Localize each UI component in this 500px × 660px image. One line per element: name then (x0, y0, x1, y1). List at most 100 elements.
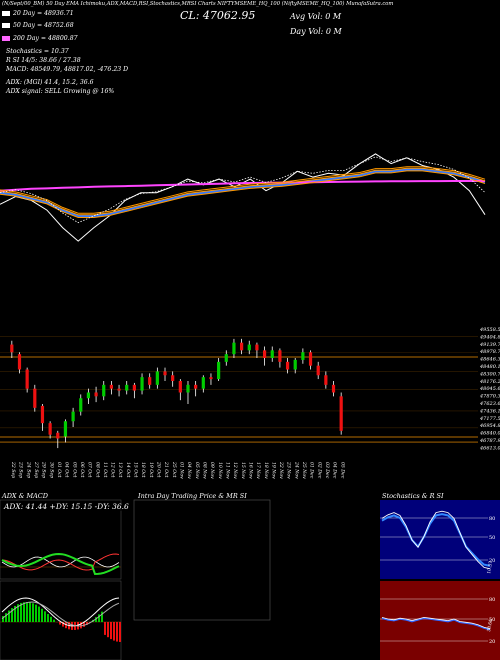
x-tick-label: 01 Nov (179, 462, 185, 479)
y-tick-label: 48978.73 (479, 349, 500, 355)
stoch-d-line (381, 513, 491, 567)
candle-body (209, 377, 213, 380)
macd-histogram-bar (14, 605, 16, 622)
x-tick-label: 29 Sep (41, 461, 47, 478)
x-tick-label: 14 Oct (125, 462, 131, 478)
x-tick-label: 18 Nov (263, 462, 269, 479)
adx-panel-title: ADX & MACD (2, 492, 48, 500)
macd-histogram-bar (59, 622, 61, 625)
x-tick-label: 05 Oct (71, 462, 77, 478)
x-tick-label: 25 Oct (171, 461, 177, 478)
candle-body (40, 405, 45, 424)
legend-50-day: 50 Day = 48752.68 (2, 22, 74, 29)
x-tick-label: 16 Nov (247, 462, 253, 479)
candle-body (79, 398, 83, 412)
macd-signal-line (1, 601, 120, 627)
candle-body (163, 371, 167, 376)
avg-volume: Avg Vol: 0 M (290, 12, 342, 21)
x-tick-label: 22 Sep (10, 461, 16, 478)
x-tick-label: 23 Sep (18, 461, 24, 478)
candle-body (240, 342, 244, 351)
candle-body (48, 423, 52, 435)
macd-line (1, 597, 120, 627)
y-tick-label: 47177.57 (479, 416, 500, 422)
rsi-level-label: 20 (489, 639, 495, 645)
candle-body (285, 361, 290, 370)
rsi-level-label: 50 (489, 617, 495, 623)
plus-di-line (1, 552, 120, 576)
x-tick-label: 19 Nov (270, 462, 276, 479)
x-tick-label: 04 Dec (332, 462, 338, 479)
candle-body (255, 344, 259, 351)
macd-histogram-bar (44, 611, 46, 622)
x-tick-label: 24 Sep (25, 461, 31, 478)
macd-histogram-bar (119, 622, 121, 642)
x-tick-label: 01 Dec (309, 462, 315, 479)
x-tick-label: 30 Sep (48, 462, 54, 478)
candle-body (63, 421, 68, 437)
macd-histogram-bar (35, 604, 37, 622)
macd-histogram-bar (20, 602, 22, 622)
x-tick-label: 07 Oct (87, 462, 93, 478)
candle-body (217, 361, 221, 380)
stoch-level-label: 80 (489, 516, 495, 522)
x-tick-label: 18 Oct (140, 462, 146, 478)
x-tick-label: 25 Nov (301, 461, 307, 479)
rsi-value-label: 38.66 (486, 618, 494, 632)
candle-body (247, 344, 251, 351)
macd-histogram-bar (101, 611, 103, 622)
adx-values: ADX: 41.44 +DY: 15.15 -DY: 36.6 (4, 502, 129, 511)
x-tick-label: 15 Oct (133, 462, 139, 478)
x-tick-label: 06 Oct (79, 462, 85, 478)
y-tick-label: 48045.64 (479, 386, 500, 392)
x-tick-label: 11 Nov (225, 462, 231, 479)
x-tick-label: 22 Nov (278, 461, 284, 479)
candle-body (125, 384, 129, 391)
ema-band-line (0, 167, 486, 216)
candle-body (94, 392, 98, 397)
candle-body (293, 359, 297, 370)
x-tick-label: 13 Oct (117, 462, 123, 478)
y-tick-label: 48646.3 (479, 357, 500, 363)
macd-histogram-bar (38, 606, 40, 622)
x-tick-label: 02 Dec (316, 462, 322, 479)
candle-body (331, 384, 336, 393)
x-tick-label: 17 Nov (255, 462, 261, 479)
candle-body (262, 350, 267, 358)
x-tick-label: 11 Oct (102, 462, 108, 478)
candle-body (278, 350, 282, 362)
candle-body (308, 352, 313, 366)
macd-histogram-bar (8, 610, 10, 622)
y-tick-label: 49139.77 (479, 342, 500, 348)
close-price: CL: 47062.95 (180, 9, 256, 22)
y-tick-label: 46840.00 (479, 431, 500, 437)
candle-body (140, 377, 144, 391)
macd-histogram-bar (47, 614, 49, 622)
candle-body (132, 384, 136, 391)
candle-body (232, 342, 236, 355)
x-tick-label: 24 Nov (293, 461, 299, 479)
stoch-value-label: 10.37 (486, 560, 494, 574)
y-tick-label: 47436.13 (479, 408, 500, 414)
macd-histogram-bar (11, 608, 13, 622)
candle-body (178, 381, 182, 393)
x-tick-label: 05 Nov (194, 462, 200, 479)
intraday-panel-title: Intra Day Trading Price & MR SI (138, 492, 247, 500)
stoch-level-label: 50 (489, 535, 495, 541)
y-tick-label: 48480.13 (479, 364, 500, 370)
ema-band-line (0, 166, 486, 214)
legend-swatch (2, 11, 10, 16)
stoch-level-label: 20 (489, 558, 495, 564)
adx-line (1, 556, 120, 568)
rsi-line (381, 616, 491, 630)
x-tick-label: 12 Oct (110, 462, 116, 478)
macd-histogram-bar (41, 608, 43, 622)
legend-swatch (2, 23, 10, 28)
candle-body (270, 350, 274, 358)
header-line: (N/Sept/00_BM) 50 Day EMA Ichimoku,ADX,M… (2, 1, 394, 7)
legend-swatch (2, 36, 10, 41)
macd-histogram-bar (116, 622, 118, 642)
rsi-readout: R SI 14/5: 38.66 / 27.38 (6, 57, 81, 64)
minus-di-line (1, 553, 120, 571)
